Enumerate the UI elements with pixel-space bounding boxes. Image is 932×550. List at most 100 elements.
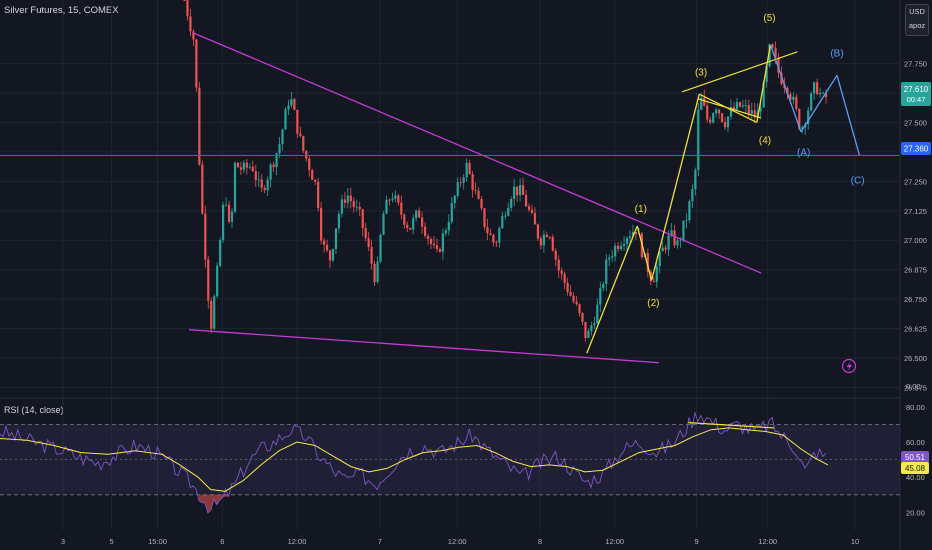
candle-body — [432, 243, 436, 246]
candle-body — [691, 189, 694, 202]
candle-body — [471, 174, 474, 190]
candle-body — [346, 195, 349, 203]
current-price-text: 27.610 — [904, 85, 929, 94]
wave-segment — [586, 225, 638, 354]
candle-body — [468, 162, 471, 175]
candle-body — [634, 232, 638, 234]
candle-body — [245, 162, 248, 168]
candle-body — [527, 206, 531, 210]
candle-body — [786, 87, 789, 95]
candle-body — [239, 167, 243, 170]
candle-body — [777, 57, 780, 73]
candle-body — [308, 158, 311, 171]
candle-body — [415, 210, 418, 219]
candle-body — [673, 230, 676, 246]
candle-body — [682, 220, 685, 240]
rsi-value-text: 50.51 — [905, 453, 926, 462]
candle-body — [195, 39, 198, 88]
candle-body — [343, 199, 346, 203]
candle-body — [513, 186, 516, 199]
rsi-divergence-line — [688, 422, 775, 429]
candle-body — [441, 233, 444, 252]
price-tick-label: 26.500 — [904, 354, 927, 363]
candle-body — [403, 214, 406, 225]
price-tick-label: 27.125 — [904, 207, 927, 216]
candle-body — [507, 207, 510, 216]
candle-body — [762, 82, 765, 108]
rsi-panel — [0, 411, 900, 514]
time-tick-label: 5 — [110, 537, 114, 546]
price-tick-label: 27.250 — [904, 177, 927, 186]
candle-body — [521, 185, 525, 195]
candle-body — [334, 228, 338, 250]
candle-body — [444, 230, 447, 234]
rsi-ma-text: 45.08 — [905, 464, 926, 473]
candle-body — [397, 195, 400, 203]
candle-body — [406, 224, 409, 228]
candle-body — [723, 121, 727, 128]
candle-body — [325, 244, 329, 251]
candle-body — [483, 208, 486, 228]
candle-body — [462, 177, 465, 183]
candle-body — [242, 162, 245, 170]
rsi-ma-line — [0, 427, 829, 492]
candle-body — [679, 239, 682, 241]
candle-body — [453, 195, 456, 203]
price-tick-label: 27.500 — [904, 118, 927, 127]
candle-body — [275, 153, 278, 168]
candle-body — [572, 295, 575, 302]
candle-body — [358, 206, 361, 210]
annotations: (1) (2) (3) (4) (5) (A) (B) (C) — [0, 13, 900, 364]
candle-body — [732, 107, 736, 110]
candle-body — [382, 213, 385, 235]
candle-body — [486, 227, 489, 234]
candle-body — [798, 108, 801, 129]
candle-body — [768, 44, 771, 67]
candle-body — [266, 179, 269, 191]
candle-body — [667, 235, 670, 250]
candle-body — [795, 96, 798, 109]
candle-body — [744, 105, 747, 107]
candle-body — [765, 66, 768, 83]
candle-body — [524, 194, 528, 207]
time-tick-label: 12:00 — [448, 537, 467, 546]
candle-body — [201, 164, 204, 214]
time-tick-label: 15:00 — [148, 537, 167, 546]
chart-title: Silver Futures, 15, COMEX — [4, 5, 119, 16]
wave-label: (C) — [851, 176, 865, 187]
time-tick-label: 3 — [61, 537, 65, 546]
candle-body — [697, 109, 700, 171]
candle-body — [646, 253, 649, 272]
candle-body — [599, 288, 602, 305]
time-tick-label: 12:00 — [288, 537, 307, 546]
candle-body — [664, 247, 667, 250]
candle-body — [480, 198, 483, 209]
candle-body — [450, 202, 453, 222]
candle-body — [718, 109, 721, 114]
candle-body — [233, 162, 237, 212]
candle-body — [349, 195, 352, 202]
time-tick-label: 8 — [538, 537, 542, 546]
currency-selector[interactable]: USD apoz — [905, 4, 929, 36]
lower-trendline — [188, 329, 659, 364]
wave-label: (4) — [759, 136, 771, 147]
candle-body — [753, 110, 756, 118]
candle-body — [658, 251, 661, 267]
candle-body — [557, 259, 560, 271]
candle-body — [602, 283, 605, 289]
current-price-tag: 27.610 00:47 — [901, 82, 931, 106]
hline-price-text: 27.360 — [904, 145, 929, 154]
candle-body — [373, 263, 376, 283]
candle-body — [320, 208, 323, 241]
lightning-icon[interactable] — [841, 358, 857, 374]
candle-body — [741, 105, 744, 107]
time-tick-label: 9 — [695, 537, 699, 546]
candle-body — [688, 201, 691, 221]
candle-body — [412, 218, 415, 230]
candle-body — [619, 245, 623, 249]
candle-body — [186, 0, 189, 17]
rsi-tick-label: 40.00 — [906, 473, 925, 482]
candle-body — [709, 119, 712, 123]
candle-body — [774, 47, 777, 58]
